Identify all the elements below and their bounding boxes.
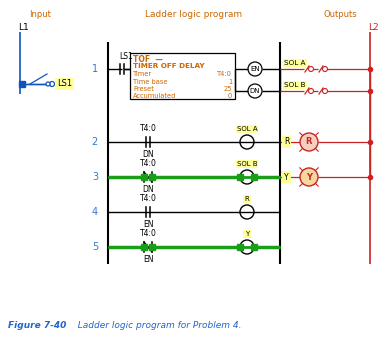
Circle shape [46, 82, 50, 86]
Text: T4:0: T4:0 [140, 159, 156, 168]
Text: R: R [284, 138, 290, 146]
Text: 5: 5 [92, 242, 98, 252]
Text: SOL A: SOL A [284, 60, 305, 66]
Text: SOL B: SOL B [284, 82, 305, 88]
Text: Outputs: Outputs [323, 10, 357, 19]
Text: R: R [245, 196, 249, 202]
Text: R: R [306, 138, 312, 146]
Text: Input: Input [29, 10, 51, 19]
Text: SOL B: SOL B [237, 161, 257, 167]
Text: T4:0: T4:0 [140, 194, 156, 203]
Text: L2: L2 [368, 23, 379, 31]
Text: 25: 25 [223, 86, 232, 92]
Circle shape [300, 168, 318, 186]
Text: Ladder logic program for Problem 4.: Ladder logic program for Problem 4. [72, 321, 242, 330]
Text: 4: 4 [92, 207, 98, 217]
Text: 3: 3 [92, 172, 98, 182]
FancyBboxPatch shape [130, 53, 235, 99]
Text: DN: DN [142, 185, 154, 194]
Text: Y: Y [245, 231, 249, 237]
Text: 2: 2 [92, 137, 98, 147]
Text: TOF  —: TOF — [133, 55, 163, 64]
Text: DN: DN [250, 88, 260, 94]
Text: LS1: LS1 [57, 80, 72, 88]
Text: Time base: Time base [133, 78, 168, 84]
Text: Accumulated: Accumulated [133, 94, 176, 100]
Text: Y: Y [284, 172, 289, 182]
Text: T4:0: T4:0 [140, 124, 156, 133]
Text: Y: Y [306, 172, 312, 182]
Text: LS1: LS1 [119, 52, 133, 61]
Text: 1: 1 [228, 78, 232, 84]
Text: 1: 1 [92, 64, 98, 74]
Text: DN: DN [142, 150, 154, 159]
Text: EN: EN [250, 66, 260, 72]
Text: TIMER OFF DELAY: TIMER OFF DELAY [133, 63, 205, 69]
Text: Figure 7-40: Figure 7-40 [8, 321, 66, 330]
Text: EN: EN [143, 255, 153, 264]
Text: Preset: Preset [133, 86, 154, 92]
Text: L1: L1 [18, 23, 29, 31]
Text: SOL A: SOL A [237, 126, 257, 132]
Text: Ladder logic program: Ladder logic program [146, 10, 242, 19]
Text: 0: 0 [228, 94, 232, 100]
Circle shape [300, 133, 318, 151]
Text: Timer: Timer [133, 71, 152, 77]
Text: T4:0: T4:0 [217, 71, 232, 77]
Text: T4:0: T4:0 [140, 229, 156, 238]
Text: EN: EN [143, 220, 153, 229]
